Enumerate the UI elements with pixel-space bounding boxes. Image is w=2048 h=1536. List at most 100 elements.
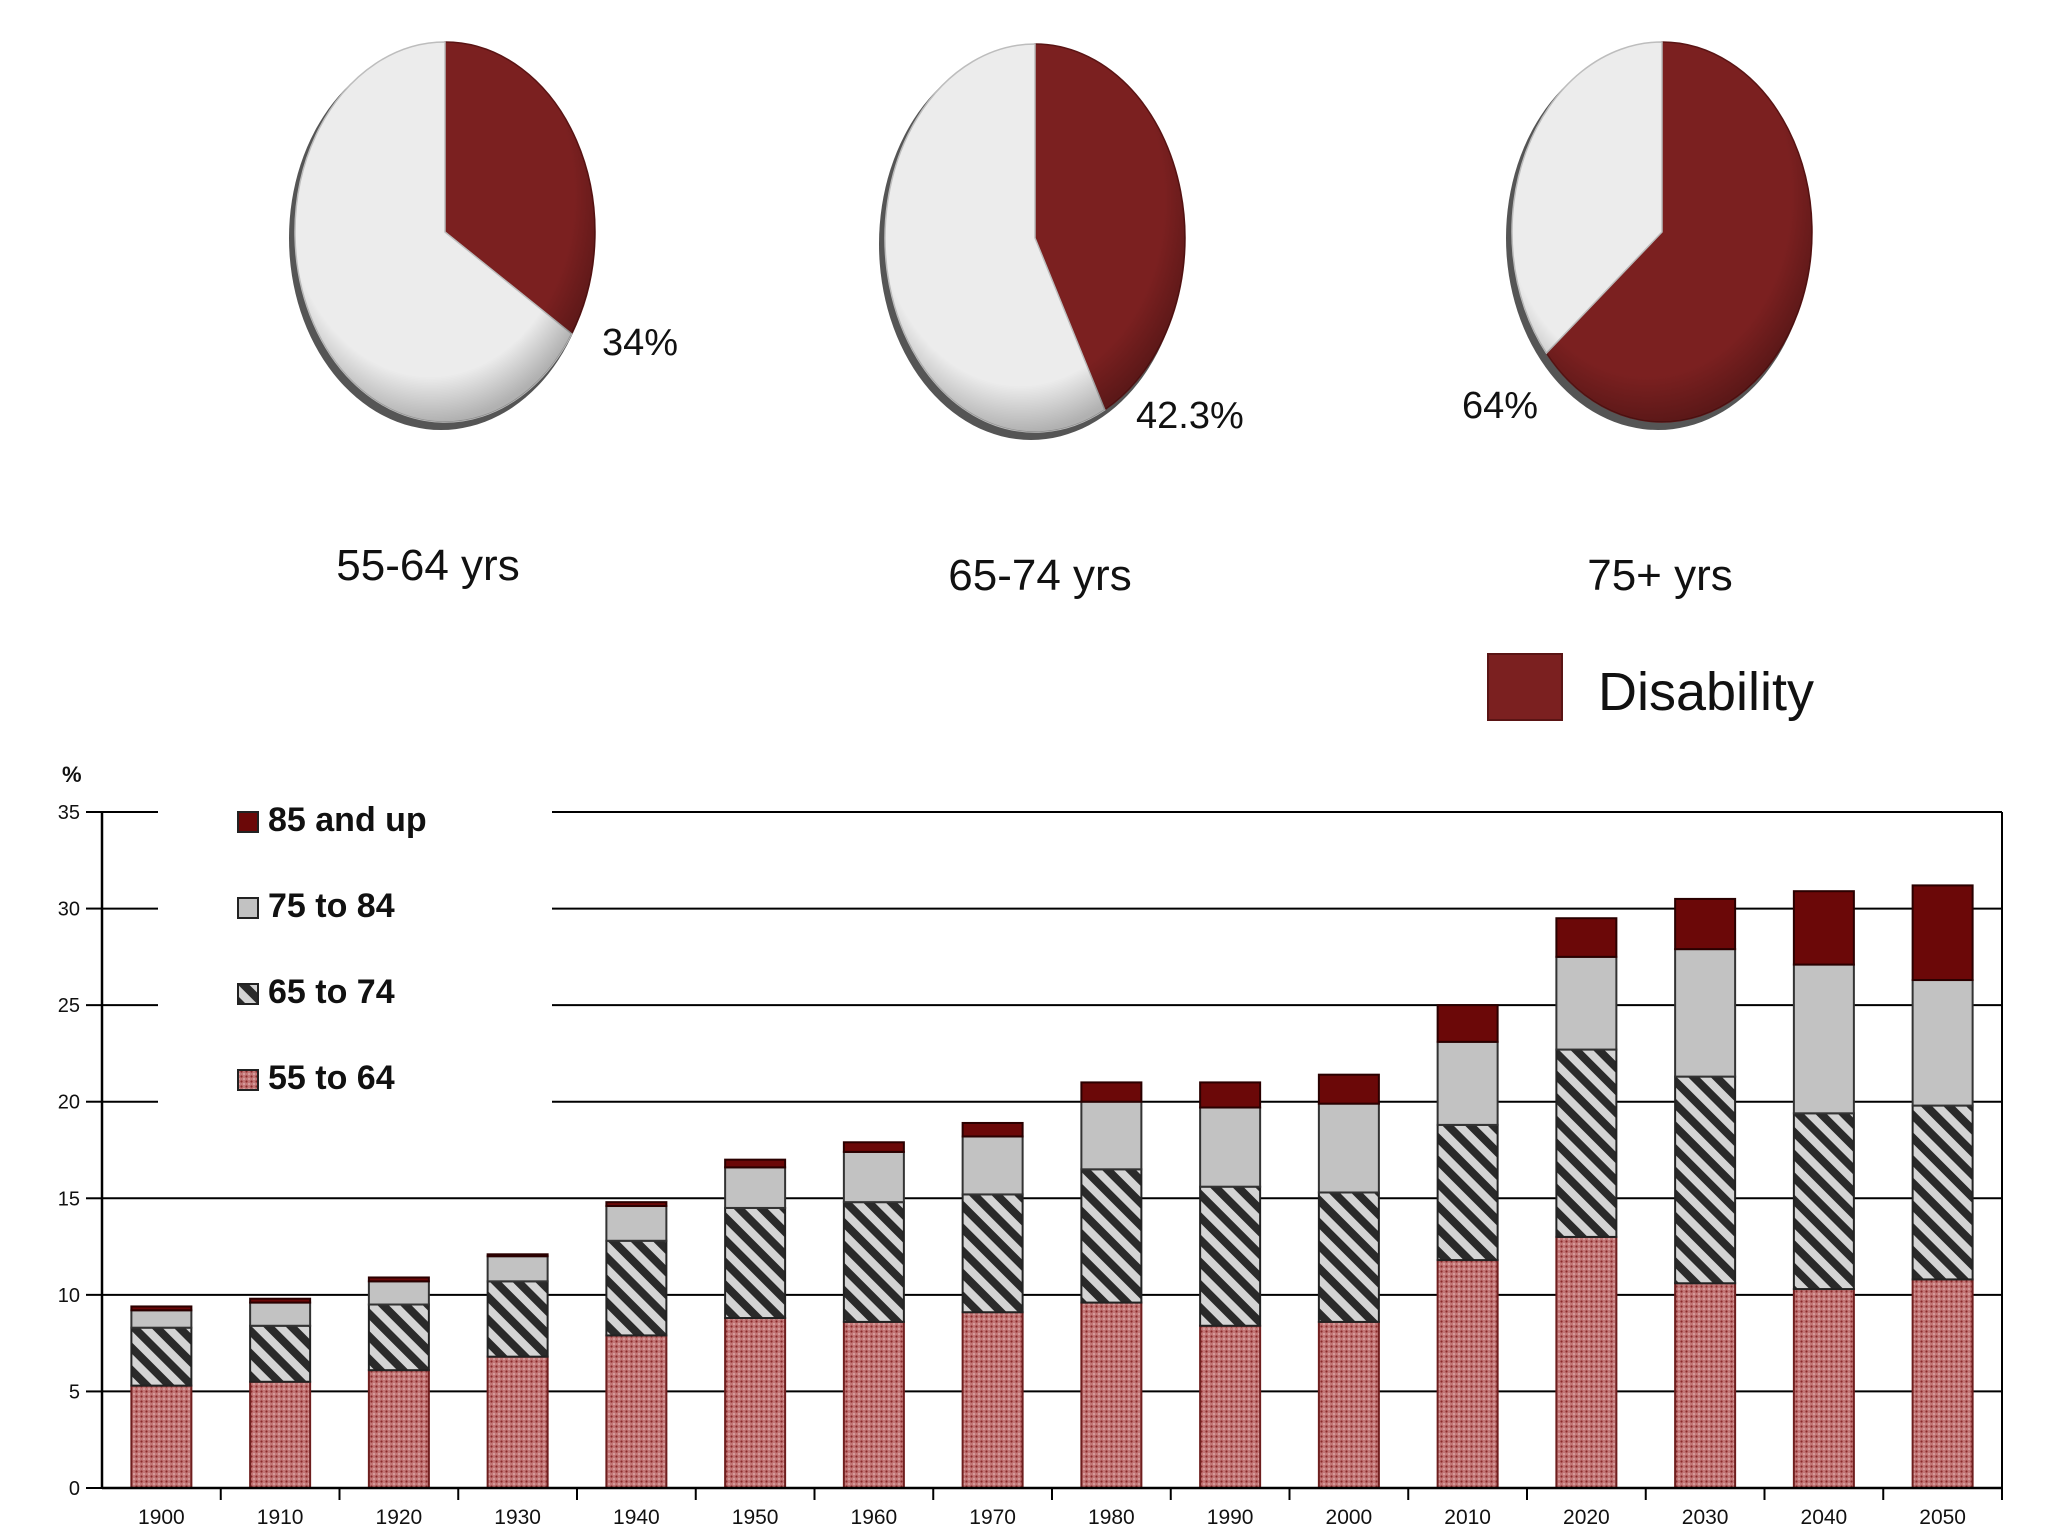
bar-segment-65-to-74-2040 xyxy=(1792,1112,1855,1291)
bar-segment-85-and-up-2010 xyxy=(1436,1004,1499,1043)
x-tick-label: 1950 xyxy=(732,1506,779,1529)
bar-segment-85-and-up-2040 xyxy=(1792,890,1855,966)
x-tick-label: 1990 xyxy=(1207,1506,1254,1529)
pie-legend-label: Disability xyxy=(1598,662,1814,722)
x-tick-label: 2010 xyxy=(1444,1506,1491,1529)
bar-segment-75-to-84-1920 xyxy=(367,1280,430,1306)
y-tick-label: 30 xyxy=(58,899,80,921)
bar-segment-85-and-up-1980 xyxy=(1080,1081,1143,1103)
bar-stack-1990 xyxy=(1199,1081,1262,1490)
x-tick-label: 1980 xyxy=(1088,1506,1135,1529)
x-tick-label: 2030 xyxy=(1682,1506,1729,1529)
bar-segment-55-to-64-2000 xyxy=(1317,1320,1380,1489)
bar-stack-1970 xyxy=(961,1121,1024,1489)
bar-stack-2000 xyxy=(1317,1073,1380,1489)
bar-segment-75-to-84-2020 xyxy=(1555,955,1618,1051)
x-tick-label: 2020 xyxy=(1563,1506,1610,1529)
y-tick-label: 0 xyxy=(69,1478,80,1500)
bar-segment-55-to-64-1900 xyxy=(130,1384,193,1489)
bar-legend: 85 and up 75 to 84 65 to 74 55 to 64 xyxy=(237,801,427,1097)
pie-chart-65-74 xyxy=(879,43,1186,440)
bar-stack-2040 xyxy=(1792,890,1855,1490)
bar-segment-55-to-64-2040 xyxy=(1792,1288,1855,1490)
bar-segment-75-to-84-2010 xyxy=(1436,1040,1499,1126)
x-tick-label: 2050 xyxy=(1919,1506,1966,1529)
bar-stack-1980 xyxy=(1080,1081,1143,1490)
bar-segment-85-and-up-1960 xyxy=(842,1141,905,1153)
legend-swatch-55-to-64 xyxy=(237,1069,259,1091)
bar-segment-85-and-up-2000 xyxy=(1317,1073,1380,1105)
legend-label-85-and-up: 85 and up xyxy=(268,801,427,839)
bar-segment-85-and-up-2030 xyxy=(1674,897,1737,951)
bar-segment-85-and-up-1930 xyxy=(486,1253,549,1258)
y-tick-label: 5 xyxy=(69,1381,80,1403)
bar-segment-65-to-74-1920 xyxy=(367,1303,430,1372)
x-tick-label: 1940 xyxy=(613,1506,660,1529)
bar-segment-85-and-up-1950 xyxy=(724,1158,787,1169)
pie-chart-55-64 xyxy=(289,41,596,430)
bar-segment-65-to-74-1960 xyxy=(842,1201,905,1323)
x-tick-label: 2040 xyxy=(1801,1506,1848,1529)
bar-axes: 0 5 10 15 20 25 30 35 1900 1910 1920 1930 1940 1950 19… xyxy=(58,802,2003,1529)
bar-segment-65-to-74-1980 xyxy=(1080,1168,1143,1304)
bar-segment-75-to-84-2050 xyxy=(1911,979,1974,1107)
bar-stack-2050 xyxy=(1911,884,1974,1490)
bar-segment-55-to-64-2030 xyxy=(1674,1282,1737,1489)
bar-segment-55-to-64-1930 xyxy=(486,1355,549,1489)
bar-segment-75-to-84-1990 xyxy=(1199,1106,1262,1188)
bar-segment-75-to-84-1940 xyxy=(605,1205,668,1242)
bar-segment-55-to-64-1990 xyxy=(1199,1324,1262,1490)
bar-segment-55-to-64-1960 xyxy=(842,1320,905,1489)
legend-swatch-85-and-up xyxy=(237,811,259,833)
bar-segment-75-to-84-2040 xyxy=(1792,963,1855,1115)
bar-stack-1930 xyxy=(486,1253,549,1489)
pie-shading xyxy=(1512,42,1812,422)
bar-stack-1910 xyxy=(249,1297,312,1490)
bar-stack-1900 xyxy=(130,1305,193,1489)
bar-segment-55-to-64-1920 xyxy=(367,1369,430,1490)
bar-segment-75-to-84-2000 xyxy=(1317,1102,1380,1194)
pie-title-75-plus: 75+ yrs xyxy=(1587,551,1733,600)
bar-segment-85-and-up-1970 xyxy=(961,1121,1024,1138)
bar-segment-75-to-84-1930 xyxy=(486,1255,549,1283)
y-tick-label: 35 xyxy=(58,802,80,824)
bar-segment-75-to-84-1960 xyxy=(842,1150,905,1204)
pie-data-label-65-74: 42.3% xyxy=(1136,395,1244,437)
legend-label-75-to-84: 75 to 84 xyxy=(268,887,395,925)
bar-segment-55-to-64-1910 xyxy=(249,1380,312,1490)
x-tick-label: 1960 xyxy=(851,1506,898,1529)
pie-legend: Disability xyxy=(1487,653,1814,722)
bar-segment-85-and-up-1910 xyxy=(249,1297,312,1304)
bar-segment-65-to-74-1940 xyxy=(605,1239,668,1337)
legend-label-55-to-64: 55 to 64 xyxy=(268,1059,395,1097)
bar-segment-55-to-64-1950 xyxy=(724,1317,787,1490)
bar-segment-85-and-up-1920 xyxy=(367,1276,430,1283)
bar-segment-65-to-74-2000 xyxy=(1317,1191,1380,1323)
bar-segment-65-to-74-2020 xyxy=(1555,1048,1618,1238)
bar-segment-85-and-up-1940 xyxy=(605,1201,668,1208)
legend-swatch-65-to-74 xyxy=(237,983,259,1005)
pie-title-55-64: 55-64 yrs xyxy=(336,541,519,590)
pie-shading xyxy=(295,42,595,422)
bar-segment-75-to-84-2030 xyxy=(1674,948,1737,1078)
pie-shading xyxy=(885,44,1185,432)
bar-segment-75-to-84-1910 xyxy=(249,1301,312,1327)
bar-stack-1920 xyxy=(367,1276,430,1490)
bar-segment-65-to-74-1900 xyxy=(130,1326,193,1387)
bar-segment-65-to-74-2010 xyxy=(1436,1123,1499,1262)
bar-segment-75-to-84-1950 xyxy=(724,1166,787,1209)
x-tick-label: 2000 xyxy=(1326,1506,1373,1529)
bar-stack-2030 xyxy=(1674,897,1737,1489)
bar-segment-65-to-74-1910 xyxy=(249,1324,312,1383)
bar-segment-75-to-84-1980 xyxy=(1080,1100,1143,1171)
bar-stack-1950 xyxy=(724,1158,787,1490)
x-tick-label: 1930 xyxy=(494,1506,541,1529)
bar-segment-85-and-up-2050 xyxy=(1911,884,1974,982)
bar-segment-65-to-74-2030 xyxy=(1674,1075,1737,1285)
bar-stack-1960 xyxy=(842,1141,905,1489)
bar-segment-85-and-up-2020 xyxy=(1555,917,1618,958)
bar-segment-75-to-84-1900 xyxy=(130,1309,193,1329)
pie-legend-swatch xyxy=(1487,653,1563,721)
y-tick-label: 15 xyxy=(58,1188,80,1210)
bar-stack-2020 xyxy=(1555,917,1618,1490)
